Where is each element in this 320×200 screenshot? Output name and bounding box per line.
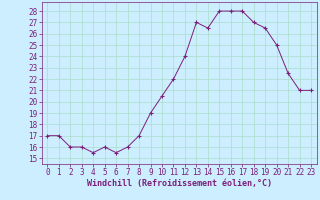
X-axis label: Windchill (Refroidissement éolien,°C): Windchill (Refroidissement éolien,°C)	[87, 179, 272, 188]
